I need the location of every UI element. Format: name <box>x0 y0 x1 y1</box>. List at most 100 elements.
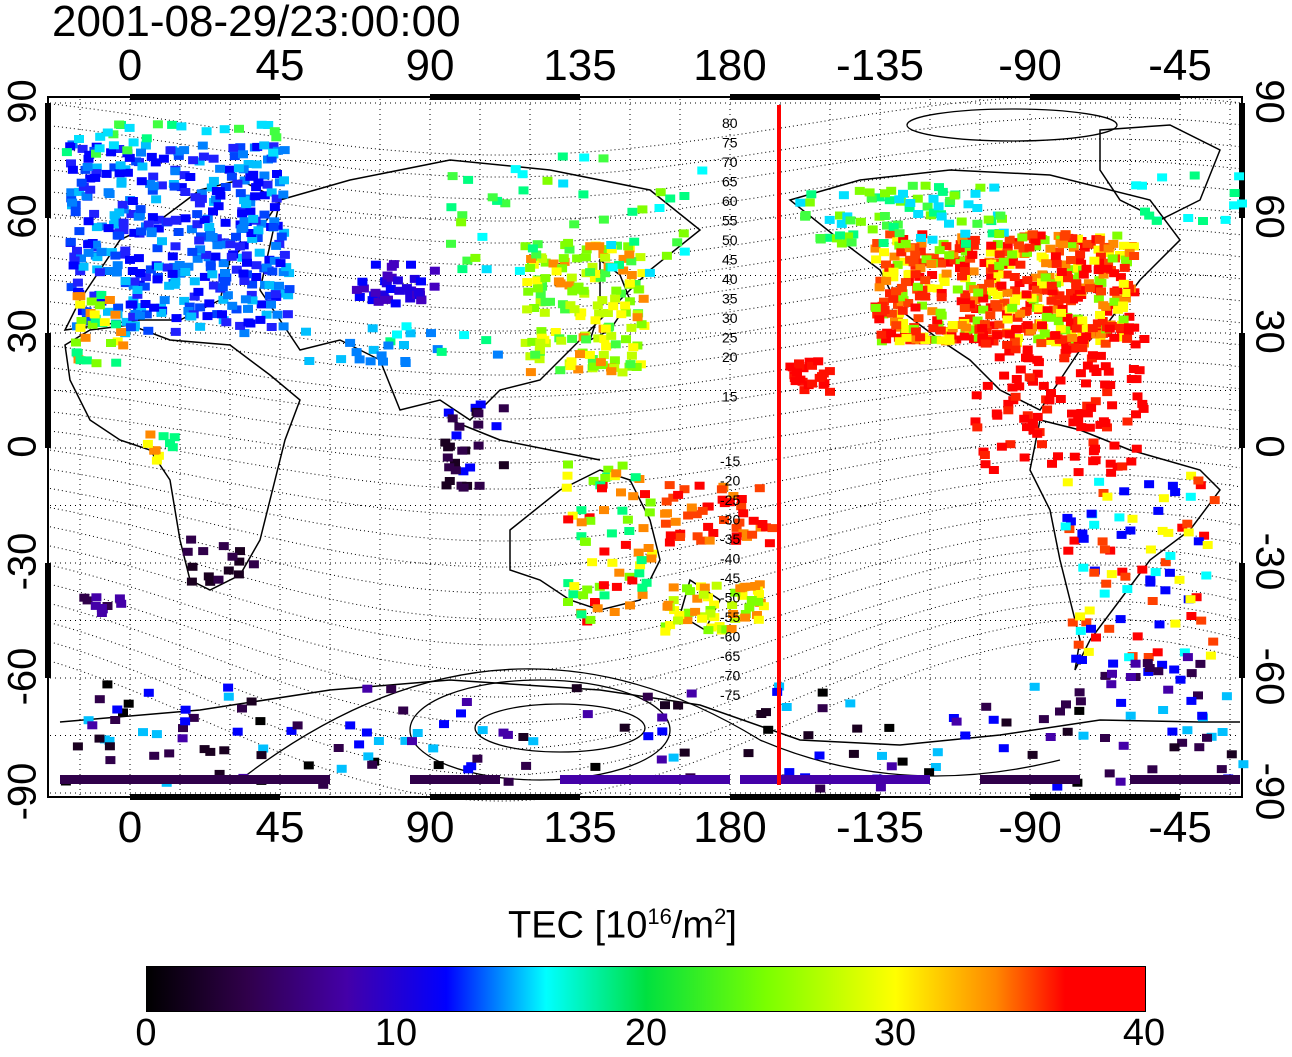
tec-pixel <box>145 430 156 439</box>
tec-pixel <box>1115 323 1126 332</box>
tec-pixel <box>1189 171 1200 180</box>
tec-pixel <box>904 244 915 253</box>
tec-pixel <box>520 338 531 347</box>
tec-pixel <box>1062 478 1073 487</box>
tec-pixel <box>491 422 502 431</box>
top-lon-label: 0 <box>117 41 143 90</box>
tec-pixel <box>233 164 244 173</box>
tec-pixel <box>620 301 631 310</box>
tec-pixel <box>1199 531 1210 540</box>
tec-pixel <box>877 751 887 760</box>
tec-pixel <box>215 191 226 200</box>
tec-pixel <box>522 305 533 314</box>
tec-pixel <box>610 294 621 303</box>
tec-pixel <box>1050 252 1061 261</box>
tec-pixel <box>854 186 865 195</box>
tec-pixel <box>874 283 885 292</box>
tec-pixel <box>235 547 245 556</box>
tec-pixel <box>535 290 546 299</box>
tec-pixel <box>668 583 679 592</box>
tec-pixel <box>1094 276 1105 285</box>
tec-pixel <box>576 308 587 317</box>
tec-pixel <box>1145 578 1156 587</box>
tec-pixel <box>1088 438 1099 447</box>
tec-pixel <box>1124 653 1135 662</box>
tec-pixel <box>1081 379 1091 388</box>
tec-pixel <box>1079 324 1090 333</box>
border-segment <box>1239 333 1245 448</box>
tec-pixel <box>599 506 609 515</box>
tec-pixel <box>996 442 1007 451</box>
tec-pixel <box>367 296 378 305</box>
tec-pixel <box>357 277 368 286</box>
tec-pixel <box>1009 337 1020 346</box>
tec-pixel <box>65 142 76 151</box>
tec-pixel <box>1100 380 1111 389</box>
tec-pixel <box>636 556 647 565</box>
tec-pixel <box>171 314 182 323</box>
tec-pixel <box>910 250 921 259</box>
tec-pixel <box>128 138 139 147</box>
contour-line <box>49 116 1241 178</box>
tec-pixel <box>936 293 947 302</box>
tec-pixel <box>587 262 598 271</box>
tec-pixel <box>814 373 825 382</box>
tec-pixel <box>1032 369 1043 378</box>
tec-pixel <box>71 338 81 347</box>
tec-pixel <box>390 299 401 308</box>
tec-pixel <box>458 467 469 476</box>
tec-pixel <box>1100 339 1111 348</box>
tec-pixel <box>874 315 885 324</box>
tec-pixel <box>180 717 191 726</box>
tec-pixel <box>1031 285 1042 294</box>
tec-pixel <box>900 239 911 248</box>
contour-label: -60 <box>720 629 740 645</box>
tec-pixel <box>928 324 939 333</box>
tec-pixel <box>1077 529 1088 538</box>
tec-pixel <box>187 247 198 256</box>
tec-pixel <box>1002 288 1013 297</box>
tec-pixel <box>84 150 95 159</box>
tec-pixel <box>131 157 142 166</box>
contour-line <box>49 94 1241 156</box>
tec-pixel <box>1183 214 1194 222</box>
tec-pixel <box>183 262 194 271</box>
tec-pixel <box>927 235 938 244</box>
tec-pixel <box>1028 377 1038 386</box>
contour-line <box>49 474 1241 568</box>
tec-pixel <box>118 218 129 227</box>
bottom-lon-label: 180 <box>693 803 767 852</box>
contour-label: 55 <box>722 213 738 229</box>
tec-pixel <box>617 461 628 470</box>
tec-pixel <box>457 265 468 274</box>
tec-pixel <box>475 400 486 409</box>
tec-pixel <box>664 481 675 490</box>
tec-pixel <box>76 254 86 263</box>
colorbar-tick-label: 0 <box>135 1012 157 1054</box>
tec-pixel <box>879 248 889 257</box>
tec-pixel <box>1182 726 1193 735</box>
tec-pixel <box>542 176 553 185</box>
tec-pixel <box>752 611 762 619</box>
tec-pixel <box>94 144 105 153</box>
tec-pixel <box>1039 286 1050 295</box>
tec-pixel <box>622 515 633 524</box>
tec-pixel <box>610 340 621 349</box>
tec-pixel <box>1158 706 1169 714</box>
tec-pixel <box>569 582 580 591</box>
tec-pixel <box>258 744 269 753</box>
tec-pixel <box>268 223 279 232</box>
tec-pixel <box>105 756 116 765</box>
tec-pixel <box>630 280 641 288</box>
tec-pixel <box>548 259 559 268</box>
tec-pixel <box>1125 673 1136 681</box>
tec-pixel <box>117 200 128 209</box>
tec-pixel <box>1119 241 1130 250</box>
tec-pixel <box>670 517 681 526</box>
tec-pixel <box>193 287 204 296</box>
tec-pixel <box>196 232 206 241</box>
tec-pixel <box>846 238 857 247</box>
tec-pixel <box>1202 733 1212 742</box>
tec-pixel <box>1046 281 1057 290</box>
tec-pixel <box>1185 595 1196 604</box>
